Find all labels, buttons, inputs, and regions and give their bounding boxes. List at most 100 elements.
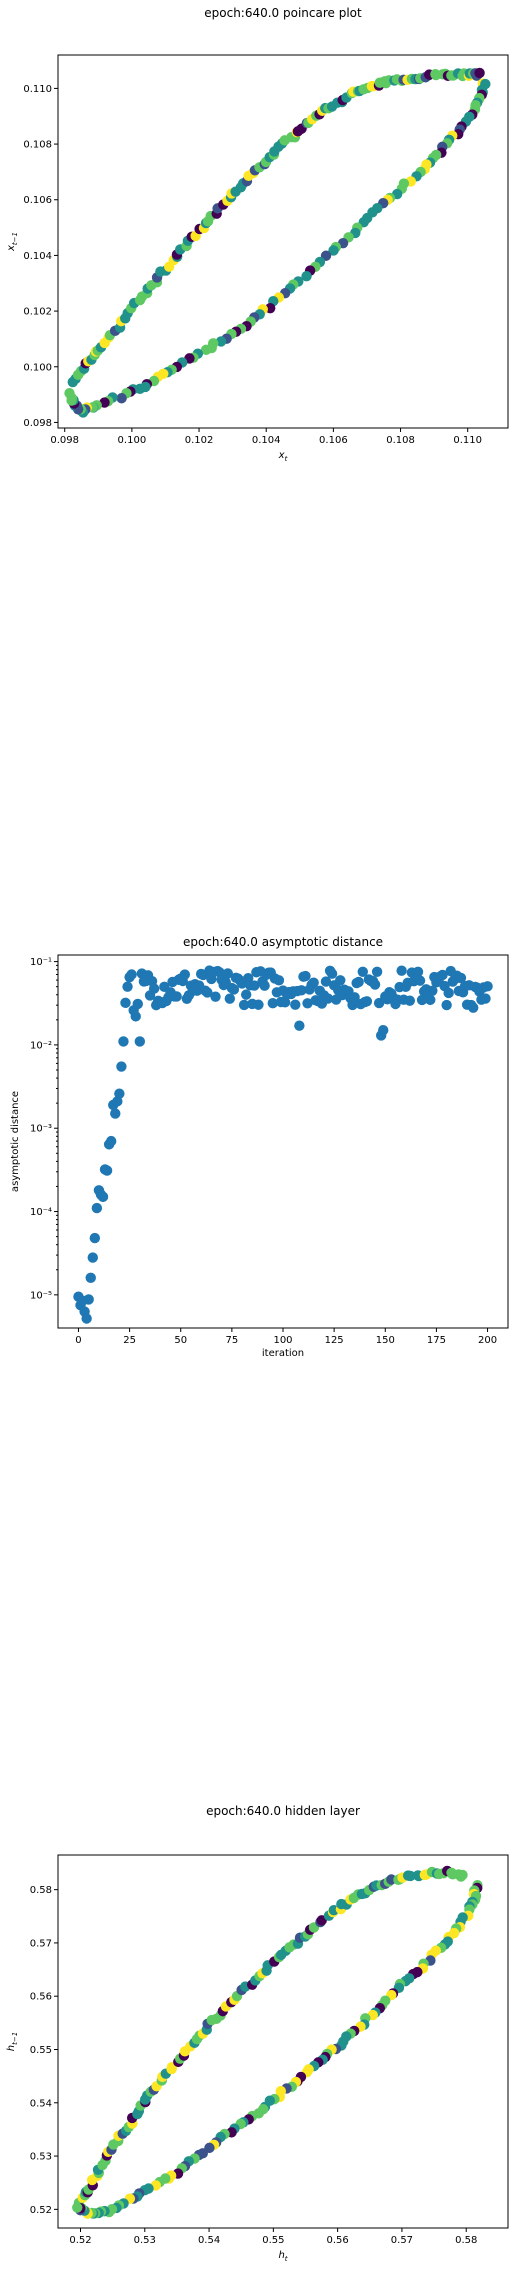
data-point	[148, 983, 160, 994]
data-point	[349, 992, 360, 1003]
data-point	[64, 388, 75, 399]
data-point	[249, 980, 260, 991]
data-point	[322, 993, 334, 1004]
data-point	[202, 987, 213, 998]
data-point	[89, 1232, 101, 1244]
data-point	[474, 67, 485, 79]
data-point	[353, 976, 364, 988]
data-point	[120, 997, 131, 1009]
y-tick-label: 0.098	[23, 418, 52, 429]
data-point	[85, 1272, 96, 1284]
chart-title: epoch:640.0 asymptotic distance	[183, 935, 383, 949]
data-point	[482, 981, 493, 992]
data-point	[373, 997, 385, 1009]
data-point	[371, 966, 383, 977]
y-tick-label: 0.110	[23, 84, 52, 95]
data-point	[105, 1135, 117, 1147]
data-point	[455, 972, 467, 984]
data-point	[468, 1002, 479, 1013]
chart-title: epoch:640.0 hidden layer	[206, 1804, 360, 1818]
plot-frame	[57, 54, 509, 429]
data-point	[457, 1869, 468, 1881]
x-tick-label: 0.100	[118, 435, 147, 446]
y-tick-label: 10⁻¹	[30, 957, 52, 968]
y-tick-label: 0.104	[23, 251, 52, 262]
data-point	[253, 999, 264, 1010]
data-point	[87, 1252, 98, 1263]
y-axis-label: asymptotic distance	[10, 1091, 21, 1192]
x-tick-label: 0.110	[453, 435, 482, 446]
data-point	[179, 969, 191, 980]
data-point	[396, 965, 407, 976]
data-point	[81, 1313, 92, 1324]
data-point	[114, 1088, 125, 1099]
data-point	[326, 968, 338, 979]
x-tick-label: 0.102	[185, 435, 214, 446]
y-tick-label: 0.108	[23, 140, 52, 151]
x-tick-label: 200	[478, 1335, 497, 1346]
data-point	[443, 987, 454, 999]
y-axis-label: ht−1	[6, 2032, 19, 2051]
y-tick-label: 0.100	[23, 362, 52, 373]
data-point	[308, 977, 319, 988]
data-point	[91, 1202, 103, 1214]
x-tick-label: 0.106	[319, 435, 348, 446]
data-point	[267, 997, 278, 1009]
y-tick-label: 0.57	[30, 1938, 52, 1949]
x-tick-label: 0.56	[327, 2235, 349, 2246]
x-tick-label: 175	[427, 1335, 446, 1346]
data-point	[130, 1011, 141, 1022]
y-tick-label: 0.54	[30, 2098, 52, 2109]
data-point	[425, 994, 436, 1006]
data-point	[116, 393, 127, 404]
x-axis-label: xt	[278, 450, 288, 463]
x-tick-label: 0.52	[69, 2235, 91, 2246]
data-point	[405, 1870, 416, 1882]
chart-1: epoch:640.0 asymptotic distance 0 25 50 75 10…	[10, 935, 509, 1359]
data-point	[101, 1165, 113, 1176]
data-point	[414, 975, 426, 986]
data-point	[296, 985, 307, 996]
data-point	[116, 1061, 127, 1072]
y-tick-label: 10⁻²	[30, 1040, 52, 1051]
x-tick-label: 0.57	[391, 2235, 413, 2246]
y-tick-label: 0.58	[30, 1885, 52, 1896]
x-tick-label: 0.55	[262, 2235, 284, 2246]
data-point	[361, 996, 373, 1007]
data-point	[83, 1294, 94, 1305]
y-tick-label: 0.55	[30, 2045, 52, 2056]
data-point	[328, 245, 339, 256]
x-tick-label: 0.58	[455, 2235, 477, 2246]
data-point	[279, 997, 291, 1008]
data-point	[301, 271, 312, 282]
x-tick-label: 50	[174, 1335, 187, 1346]
x-tick-label: 0.53	[134, 2235, 156, 2246]
y-tick-label: 10⁻³	[30, 1124, 52, 1135]
data-point	[300, 970, 311, 982]
data-point	[302, 998, 313, 1009]
x-tick-label: 0.098	[50, 435, 79, 446]
data-point	[132, 998, 143, 1010]
scatter-points	[64, 67, 491, 418]
data-point	[294, 1020, 305, 1031]
data-point	[273, 975, 285, 986]
y-tick-label: 0.102	[23, 307, 52, 318]
data-point	[404, 995, 416, 1006]
data-point	[290, 999, 301, 1010]
x-tick-label: 0.108	[386, 435, 415, 446]
plot-frame	[57, 954, 509, 1329]
data-point	[118, 1036, 129, 1047]
x-tick-label: 0.54	[198, 2235, 220, 2246]
data-point	[480, 993, 491, 1004]
data-point	[97, 1191, 109, 1203]
data-point	[378, 1025, 389, 1036]
y-tick-label: 10⁻⁵	[30, 1290, 52, 1301]
x-tick-label: 150	[376, 1335, 395, 1346]
x-tick-label: 25	[123, 1335, 136, 1346]
scatter-points	[72, 1865, 483, 2219]
chart-title: epoch:640.0 poincare plot	[204, 6, 362, 20]
scatter-points	[73, 965, 493, 1324]
y-tick-label: 10⁻⁴	[30, 1207, 52, 1218]
data-point	[215, 336, 227, 347]
